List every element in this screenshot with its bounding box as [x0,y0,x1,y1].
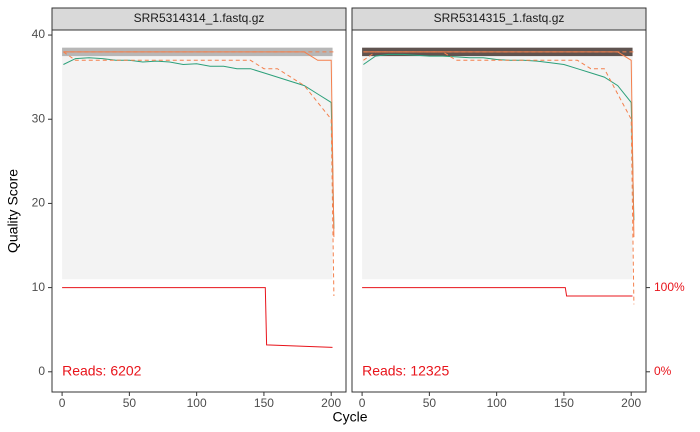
x-tick-label: 200 [621,396,641,410]
y-tick-label: 20 [32,196,46,210]
x-tick-label: 150 [554,396,574,410]
reads-annotation: Reads: 12325 [362,362,449,378]
x-tick-label: 0 [359,396,366,410]
cumulative-reads-line [362,287,633,297]
heatmap-background [62,47,333,280]
x-tick-label: 150 [254,396,274,410]
x-tick-label: 0 [59,396,66,410]
y2-tick-label: 100% [654,280,685,294]
y-tick-label: 10 [32,280,46,294]
x-tick-label: 50 [423,396,437,410]
quality-line [63,51,335,297]
y2-tick-label: 0% [654,364,672,378]
x-axis-label: Cycle [332,409,367,425]
x-tick-label: 200 [321,396,341,410]
x-tick-label: 100 [487,396,507,410]
y-tick-label: 40 [32,27,46,41]
x-tick-label: 100 [187,396,207,410]
y-axis-label: Quality Score [5,169,21,253]
quality-line [363,53,635,221]
x-tick-label: 50 [123,396,137,410]
facet-title: SRR5314315_1.fastq.gz [434,11,565,25]
y-tick-label: 0 [38,364,45,378]
panel-border [351,29,647,393]
quality-line [63,57,335,229]
cumulative-reads-line [62,287,333,348]
reads-annotation: Reads: 6202 [62,362,142,378]
facet-title: SRR5314314_1.fastq.gz [134,11,265,25]
quality-line [363,51,635,305]
heatmap-background [362,47,633,280]
panel-border [51,29,347,393]
y-tick-label: 30 [32,111,46,125]
